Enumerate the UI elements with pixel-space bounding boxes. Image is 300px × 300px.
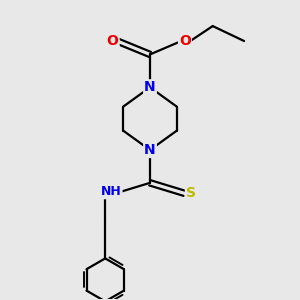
Text: N: N — [144, 80, 156, 94]
Text: N: N — [144, 143, 156, 157]
Text: O: O — [179, 34, 191, 48]
Text: O: O — [107, 34, 118, 48]
Text: NH: NH — [101, 185, 122, 198]
Text: S: S — [186, 186, 196, 200]
